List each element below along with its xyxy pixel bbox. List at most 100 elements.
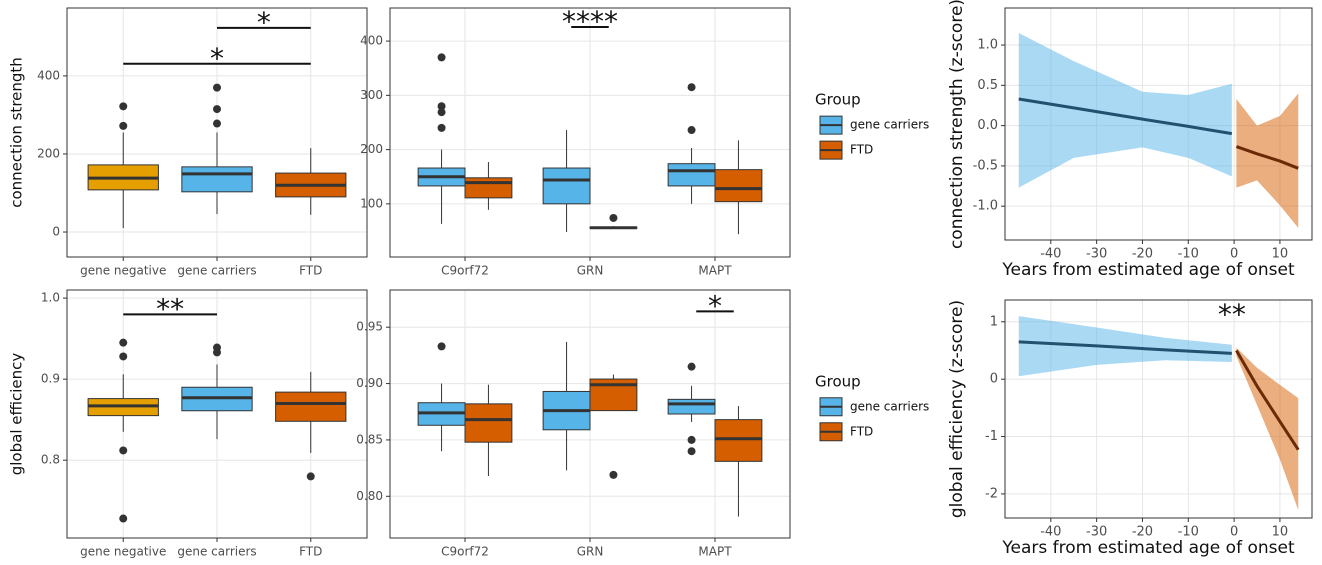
- box: [464, 403, 513, 443]
- outlier: [119, 514, 128, 523]
- outlier: [687, 83, 696, 92]
- outlier: [213, 348, 221, 357]
- legend-title: Group: [815, 372, 861, 390]
- y-tick-label: -1: [985, 429, 998, 444]
- box: [464, 177, 513, 199]
- y-tick-label: 400: [360, 34, 383, 48]
- y-tick-label: 200: [360, 142, 383, 156]
- panel-border: [1004, 299, 1313, 519]
- panel-border: [66, 289, 368, 539]
- y-axis-title: global efficiency (z-score): [947, 300, 967, 518]
- y-axis-title: global efficiency: [8, 353, 26, 476]
- trend-line: [1018, 340, 1232, 355]
- significance-label: ****: [562, 5, 618, 38]
- panel-border: [389, 289, 791, 539]
- y-tick-label: 1.0: [977, 38, 998, 53]
- legend-label: FTD: [850, 143, 873, 157]
- box: [714, 169, 763, 203]
- legend-title: Group: [815, 91, 861, 109]
- y-axis-title: connection strength (z-score): [947, 0, 967, 249]
- outlier: [687, 435, 696, 444]
- legend-label: gene carriers: [850, 399, 929, 413]
- x-tick-label: 10: [1272, 247, 1289, 262]
- x-tick-label: MAPT: [698, 264, 732, 278]
- box: [275, 391, 347, 422]
- y-tick-label: 0.0: [977, 118, 998, 133]
- y-tick-label: 300: [360, 88, 383, 102]
- y-tick-label: -1.0: [973, 199, 998, 214]
- annotation: **: [1218, 298, 1246, 331]
- significance-label: *: [210, 42, 224, 75]
- outlier: [437, 123, 446, 132]
- box: [714, 419, 763, 462]
- y-tick-label: 0.95: [356, 320, 383, 334]
- outlier: [119, 338, 128, 347]
- x-tick-label: gene negative: [80, 264, 166, 278]
- y-tick-label: 400: [37, 68, 60, 82]
- y-tick-label: 0: [990, 372, 998, 387]
- x-tick-label: gene negative: [80, 545, 166, 559]
- outlier: [213, 105, 221, 114]
- outlier: [687, 447, 696, 456]
- outlier: [437, 342, 446, 351]
- x-tick-label: -10: [1178, 247, 1199, 262]
- y-tick-label: 1: [990, 314, 998, 329]
- x-tick-label: C9orf72: [441, 545, 489, 559]
- outlier: [687, 126, 696, 135]
- outlier: [687, 362, 696, 371]
- confidence-band: [1236, 93, 1299, 228]
- x-tick-label: -40: [1040, 247, 1061, 262]
- x-tick-label: 0: [1230, 247, 1238, 262]
- panel-border: [1004, 7, 1313, 241]
- y-tick-label: 0.85: [356, 432, 383, 446]
- y-tick-label: 0.90: [356, 376, 383, 390]
- y-tick-label: -2: [985, 486, 998, 501]
- confidence-band: [1018, 32, 1232, 188]
- y-tick-label: 200: [37, 146, 60, 160]
- panel-border: [389, 7, 791, 258]
- x-tick-label: FTD: [299, 545, 322, 559]
- x-tick-label: gene carriers: [177, 264, 256, 278]
- x-tick-label: GRN: [577, 264, 604, 278]
- significance-label: **: [156, 292, 184, 325]
- confidence-band: [1236, 347, 1299, 510]
- x-axis-title: Years from estimated age of onset: [1001, 260, 1295, 280]
- box: [181, 166, 253, 193]
- significance-label: *: [708, 289, 722, 322]
- x-axis-title: Years from estimated age of onset: [1001, 538, 1295, 558]
- outlier: [119, 121, 128, 130]
- x-tick-label: MAPT: [698, 545, 732, 559]
- x-tick-label: -10: [1178, 525, 1199, 540]
- y-tick-label: 0.5: [977, 78, 998, 93]
- significance-label: *: [257, 6, 271, 39]
- y-tick-label: 0.8: [41, 453, 60, 467]
- outlier: [119, 446, 128, 455]
- x-tick-label: -20: [1132, 247, 1153, 262]
- x-tick-label: 0: [1230, 525, 1238, 540]
- panel-border: [66, 7, 368, 258]
- y-tick-label: -0.5: [973, 158, 998, 173]
- x-tick-label: -40: [1040, 525, 1061, 540]
- y-tick-label: 1.0: [41, 291, 60, 305]
- x-tick-label: gene carriers: [177, 545, 256, 559]
- outlier: [213, 119, 221, 128]
- outlier: [609, 470, 618, 479]
- outlier: [213, 83, 221, 92]
- y-tick-label: 100: [360, 196, 383, 210]
- trend-line: [1235, 349, 1300, 451]
- outlier: [437, 53, 446, 62]
- trend-line: [1235, 145, 1299, 170]
- x-tick-label: C9orf72: [441, 264, 489, 278]
- outlier: [119, 102, 128, 111]
- box: [667, 398, 716, 415]
- legend-label: gene carriers: [850, 118, 929, 132]
- outlier: [609, 213, 618, 222]
- outlier: [437, 102, 446, 111]
- box: [667, 163, 716, 187]
- x-tick-label: -30: [1086, 525, 1107, 540]
- box: [542, 167, 591, 205]
- y-tick-label: 0.80: [356, 489, 383, 503]
- x-tick-label: -20: [1132, 525, 1153, 540]
- outlier: [437, 108, 446, 117]
